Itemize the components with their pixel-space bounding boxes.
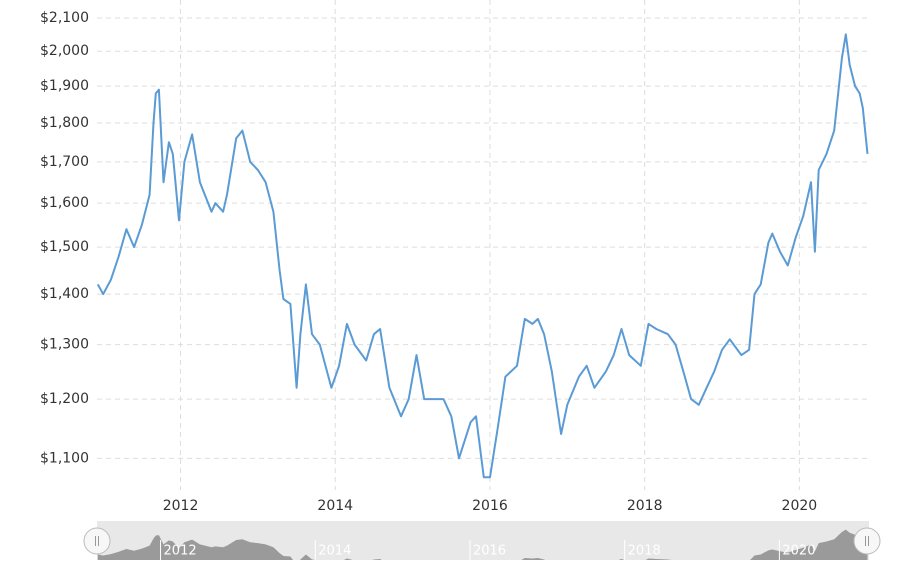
navigator-label: 2020	[782, 544, 815, 559]
navigator-label: 2016	[473, 544, 506, 559]
price-line	[96, 33, 869, 479]
navigator-label: 2014	[318, 544, 351, 559]
navigator-handle	[853, 527, 881, 555]
y-tick-label: $1,600	[40, 195, 89, 211]
x-tick-label: 2012	[163, 498, 199, 514]
y-tick-label: $1,300	[40, 337, 89, 353]
x-tick-label: 2018	[627, 498, 663, 514]
y-tick-label: $1,700	[40, 154, 89, 170]
y-tick-label: $2,000	[40, 43, 89, 59]
y-tick-label: $1,800	[40, 115, 89, 131]
y-tick-label: $1,200	[40, 391, 89, 407]
navigator-label: 2018	[628, 544, 661, 559]
x-tick-label: 2020	[782, 498, 818, 514]
navigator-area	[97, 529, 868, 564]
y-tick-label: $2,100	[40, 10, 89, 26]
navigator-handle	[83, 527, 111, 555]
navigator-label: 2012	[164, 544, 197, 559]
y-tick-label: $1,100	[40, 450, 89, 466]
x-tick-label: 2016	[472, 498, 508, 514]
y-tick-label: $1,400	[40, 286, 89, 302]
y-tick-label: $1,900	[40, 78, 89, 94]
y-tick-label: $1,500	[40, 239, 89, 255]
x-tick-label: 2014	[317, 498, 353, 514]
